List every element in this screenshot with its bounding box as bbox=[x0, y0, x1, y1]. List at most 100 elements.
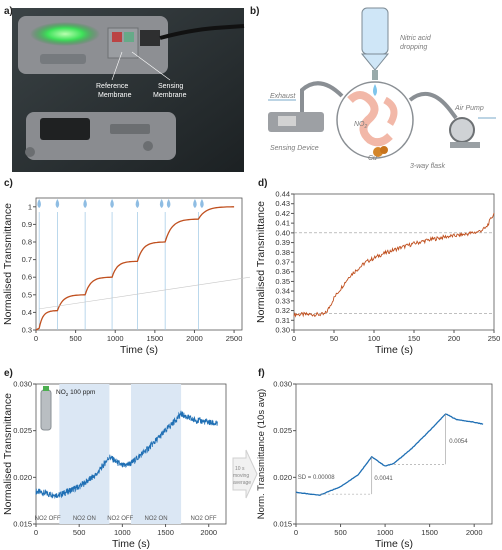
y-tick-label: 0.41 bbox=[275, 219, 290, 228]
x-tick-label: 500 bbox=[69, 334, 82, 343]
label-reference: Reference bbox=[96, 83, 128, 90]
y-tick-label: 0.38 bbox=[275, 248, 290, 257]
phase-label: NO2 ON bbox=[73, 516, 96, 522]
panel-letter-f: f) bbox=[258, 368, 265, 379]
x-tick-label: 0 bbox=[294, 528, 298, 537]
drop-icon bbox=[83, 199, 87, 208]
annotation-label: SD = 0.00008 bbox=[298, 475, 336, 481]
x-axis-title: Time (s) bbox=[375, 538, 413, 550]
x-tick-label: 2000 bbox=[186, 334, 203, 343]
arrow-text-3: average bbox=[233, 480, 251, 486]
y-tick-label: 0.7 bbox=[22, 255, 32, 264]
label-flask: 3-way flask bbox=[410, 163, 446, 170]
x-tick-label: 500 bbox=[334, 528, 347, 537]
y-tick-label: 0.4 bbox=[22, 308, 32, 317]
y-tick-label: 0.44 bbox=[275, 190, 290, 199]
x-tick-label: 50 bbox=[330, 334, 338, 343]
drop-icon bbox=[193, 199, 197, 208]
x-tick-label: 250 bbox=[488, 334, 501, 343]
x-axis-title: Time (s) bbox=[120, 344, 158, 356]
plot-frame bbox=[35, 197, 243, 331]
phase-label: NO2 ON bbox=[145, 516, 168, 522]
y-axis-title: Normalised Transmittance bbox=[2, 203, 14, 325]
y-tick-label: 0.42 bbox=[275, 209, 290, 218]
drop-icon bbox=[135, 199, 140, 208]
arrow-text-1: 10 s bbox=[235, 466, 245, 472]
label-exhaust: Exhaust bbox=[270, 93, 296, 100]
x-tick-label: 1000 bbox=[377, 528, 394, 537]
x-tick-label: 0 bbox=[292, 334, 296, 343]
x-tick-label: 1000 bbox=[107, 334, 124, 343]
y-tick-label: 0.32 bbox=[275, 306, 290, 315]
panel-letter-d: d) bbox=[258, 178, 268, 189]
led-glow bbox=[30, 22, 100, 46]
gas-on-shaded-region bbox=[59, 384, 110, 524]
x-tick-label: 0 bbox=[34, 528, 38, 537]
gas-cylinder-icon bbox=[40, 389, 52, 431]
drop-icon bbox=[55, 199, 60, 208]
device-photo: Reference Membrane Sensing Membrane bbox=[12, 8, 245, 172]
series-line bbox=[293, 212, 495, 318]
setup-diagram: Nitric acid dropping NO2 Cu Sensing Devi… bbox=[268, 7, 496, 170]
y-tick-label: 0.31 bbox=[275, 316, 290, 325]
y-tick-label: 0.030 bbox=[273, 380, 292, 389]
y-tick-label: 0.015 bbox=[13, 520, 32, 529]
plot-frame bbox=[293, 193, 495, 331]
x-tick-label: 200 bbox=[448, 334, 461, 343]
x-tick-label: 1500 bbox=[157, 528, 174, 537]
y-tick-label: 0.43 bbox=[275, 199, 290, 208]
moving-average-arrow: 10 s moving average bbox=[232, 449, 258, 499]
y-tick-label: 0.015 bbox=[273, 520, 292, 529]
y-tick-label: 0.3 bbox=[22, 326, 32, 335]
panel-letter-b: b) bbox=[250, 6, 260, 17]
label-sensing-membrane: Membrane bbox=[153, 92, 187, 99]
plot-frame bbox=[295, 383, 493, 525]
x-tick-label: 2500 bbox=[226, 334, 243, 343]
annotation-label: 0.0054 bbox=[449, 439, 468, 445]
y-tick-label: 0.40 bbox=[275, 228, 290, 237]
label-dropping: dropping bbox=[400, 44, 427, 51]
label-cu: Cu bbox=[368, 155, 377, 162]
cylinder-label: NO2 100 ppm bbox=[56, 389, 95, 397]
drop-icon bbox=[110, 199, 114, 208]
phase-label: NO2 OFF bbox=[107, 516, 133, 522]
y-tick-label: 0.33 bbox=[275, 296, 290, 305]
series-line bbox=[35, 410, 218, 500]
y-axis-title: Normalised Transmittance bbox=[2, 393, 14, 515]
y-tick-label: 0.39 bbox=[275, 238, 290, 247]
y-tick-label: 0.30 bbox=[275, 326, 290, 335]
y-tick-label: 0.020 bbox=[13, 473, 32, 482]
drop-icon bbox=[200, 199, 204, 208]
label-reference-membrane: Membrane bbox=[98, 92, 132, 99]
drop-icon bbox=[37, 199, 41, 208]
label-air-pump: Air Pump bbox=[454, 105, 484, 112]
y-tick-label: 0.5 bbox=[22, 290, 32, 299]
cylinder-valve-icon bbox=[43, 386, 49, 391]
y-tick-label: 0.37 bbox=[275, 258, 290, 267]
chart-d: 0 50 100 150 200 2500.300.310.320.330.340.350… bbox=[255, 190, 501, 357]
panel-letter-e: e) bbox=[4, 368, 13, 379]
flask-icon bbox=[336, 81, 414, 159]
label-nitric: Nitric acid bbox=[400, 35, 432, 42]
chart-f: 0 500 1000 1500 2000 0.015 0.020 0.025 0.030 Time… bbox=[256, 380, 493, 550]
x-tick-label: 500 bbox=[73, 528, 86, 537]
phase-label: NO2 OFF bbox=[191, 516, 217, 522]
air-pump-icon bbox=[449, 117, 475, 143]
x-axis-title: Time (s) bbox=[112, 538, 150, 550]
y-tick-label: 0.35 bbox=[275, 277, 290, 286]
funnel-icon bbox=[361, 7, 389, 55]
x-tick-label: 2000 bbox=[466, 528, 483, 537]
y-tick-label: 0.9 bbox=[22, 220, 32, 229]
y-axis-title: Norm. Transmittance (10s avg) bbox=[256, 389, 267, 519]
y-axis-title: Normalised Transmittance bbox=[255, 201, 267, 323]
y-tick-label: 0.36 bbox=[275, 267, 290, 276]
y-tick-label: 0.020 bbox=[273, 473, 292, 482]
x-tick-label: 150 bbox=[408, 334, 421, 343]
usb-cable bbox=[159, 24, 245, 40]
panel-letter-a: a) bbox=[4, 6, 13, 17]
label-sensing: Sensing bbox=[158, 83, 183, 90]
chart-c: 0 500 1000 1500 2000 2500 0.3 0.4 0.5 0.6 0.7 0.8 0.… bbox=[2, 197, 250, 356]
y-tick-label: 0.34 bbox=[275, 287, 290, 296]
x-tick-label: 1000 bbox=[114, 528, 131, 537]
drop-icon bbox=[159, 199, 164, 208]
